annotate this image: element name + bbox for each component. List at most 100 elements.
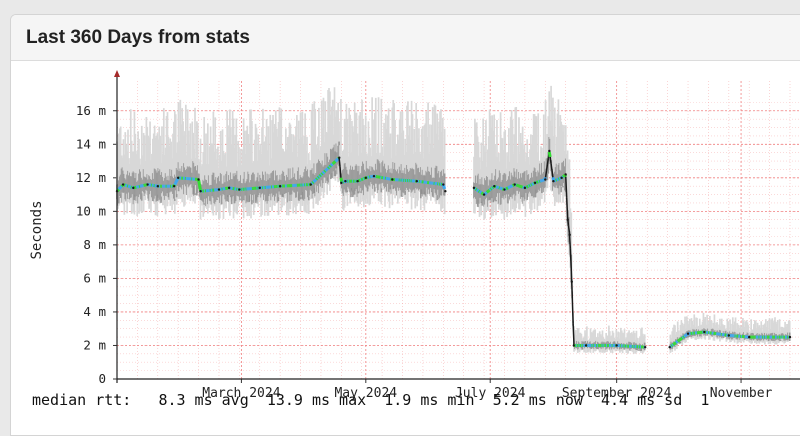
- median-segment: [480, 192, 481, 193]
- median-segment: [479, 191, 480, 192]
- summary-trailing: 1: [700, 391, 709, 409]
- median-segment: [120, 187, 121, 188]
- median-segment: [679, 340, 680, 341]
- median-point: [146, 183, 148, 185]
- median-point: [544, 178, 546, 180]
- median-segment: [489, 190, 490, 191]
- median-point: [728, 334, 730, 336]
- median-point: [344, 180, 346, 182]
- median-segment: [573, 323, 574, 345]
- median-segment: [339, 158, 340, 167]
- median-segment: [551, 164, 552, 171]
- median-segment: [331, 165, 332, 166]
- median-segment: [684, 336, 685, 337]
- y-tick-label: 2 m: [83, 337, 106, 352]
- median-segment: [480, 192, 481, 193]
- y-tick-label: 14 m: [76, 136, 106, 151]
- y-axis-label: Seconds: [29, 200, 45, 259]
- median-segment: [672, 345, 673, 346]
- median-point: [199, 190, 201, 192]
- median-segment: [549, 152, 550, 157]
- median-point: [365, 177, 367, 179]
- median-point: [687, 333, 689, 335]
- median-point: [197, 178, 199, 180]
- median-segment: [323, 172, 324, 173]
- median-segment: [547, 158, 548, 164]
- y-tick-label: 16 m: [76, 103, 106, 118]
- median-segment: [323, 173, 324, 174]
- median-segment: [324, 171, 325, 172]
- median-segment: [317, 178, 318, 179]
- median-segment: [337, 159, 338, 160]
- median-segment: [570, 249, 571, 270]
- median-segment: [682, 337, 683, 338]
- median-point: [122, 183, 124, 185]
- median-segment: [333, 163, 334, 164]
- median-point: [552, 180, 554, 182]
- median-segment: [335, 161, 336, 162]
- median-segment: [119, 188, 120, 189]
- median-segment: [176, 181, 177, 183]
- median-point: [573, 344, 575, 346]
- median-segment: [491, 189, 492, 190]
- median-segment: [199, 180, 200, 185]
- median-segment: [328, 167, 329, 168]
- y-tick-label: 12 m: [76, 170, 106, 185]
- median-point: [416, 180, 418, 182]
- median-segment: [492, 187, 493, 188]
- median-point: [503, 188, 505, 190]
- median-segment: [488, 191, 489, 192]
- median-segment: [335, 160, 336, 161]
- median-segment: [340, 167, 341, 178]
- median-segment: [567, 197, 568, 217]
- summary-avg: 8.3 ms avg: [158, 391, 248, 409]
- median-point: [218, 188, 220, 190]
- median-segment: [332, 164, 333, 165]
- median-point: [473, 187, 475, 189]
- median-segment: [680, 339, 681, 340]
- median-point: [444, 190, 446, 192]
- median-point: [279, 185, 281, 187]
- median-segment: [546, 171, 547, 177]
- median-point: [259, 187, 261, 189]
- median-segment: [475, 189, 476, 190]
- median-point: [564, 173, 566, 175]
- median-segment: [326, 169, 327, 170]
- median-rtt-summary: median rtt: 8.3 ms avg 13.9 ms max 1.9 m…: [32, 391, 800, 409]
- median-segment: [118, 189, 119, 190]
- median-segment: [671, 345, 672, 346]
- summary-max: 13.9 ms max: [267, 391, 366, 409]
- median-segment: [685, 335, 686, 336]
- median-segment: [121, 186, 122, 187]
- median-segment: [683, 337, 684, 338]
- median-point: [560, 177, 562, 179]
- summary-label: median rtt:: [32, 391, 131, 409]
- median-point: [644, 346, 646, 348]
- median-segment: [572, 295, 573, 324]
- median-segment: [476, 189, 477, 190]
- panel-title: Last 360 Days from stats: [11, 15, 800, 61]
- median-point: [585, 344, 587, 346]
- median-segment: [681, 338, 682, 339]
- median-segment: [680, 339, 681, 340]
- median-segment: [550, 157, 551, 164]
- median-point: [442, 183, 444, 185]
- median-segment: [327, 168, 328, 169]
- median-segment: [329, 167, 330, 168]
- median-point: [157, 185, 159, 187]
- median-segment: [487, 192, 488, 193]
- median-segment: [319, 176, 320, 177]
- median-point: [615, 344, 617, 346]
- median-segment: [481, 193, 482, 194]
- summary-sd: 4.4 ms sd: [601, 391, 682, 409]
- median-segment: [485, 193, 486, 194]
- median-point: [567, 219, 569, 221]
- median-point: [228, 187, 230, 189]
- y-tick-label: 4 m: [83, 304, 106, 319]
- median-point: [373, 175, 375, 177]
- median-segment: [321, 174, 322, 175]
- median-segment: [486, 192, 487, 193]
- median-segment: [314, 180, 315, 181]
- median-point: [340, 182, 342, 184]
